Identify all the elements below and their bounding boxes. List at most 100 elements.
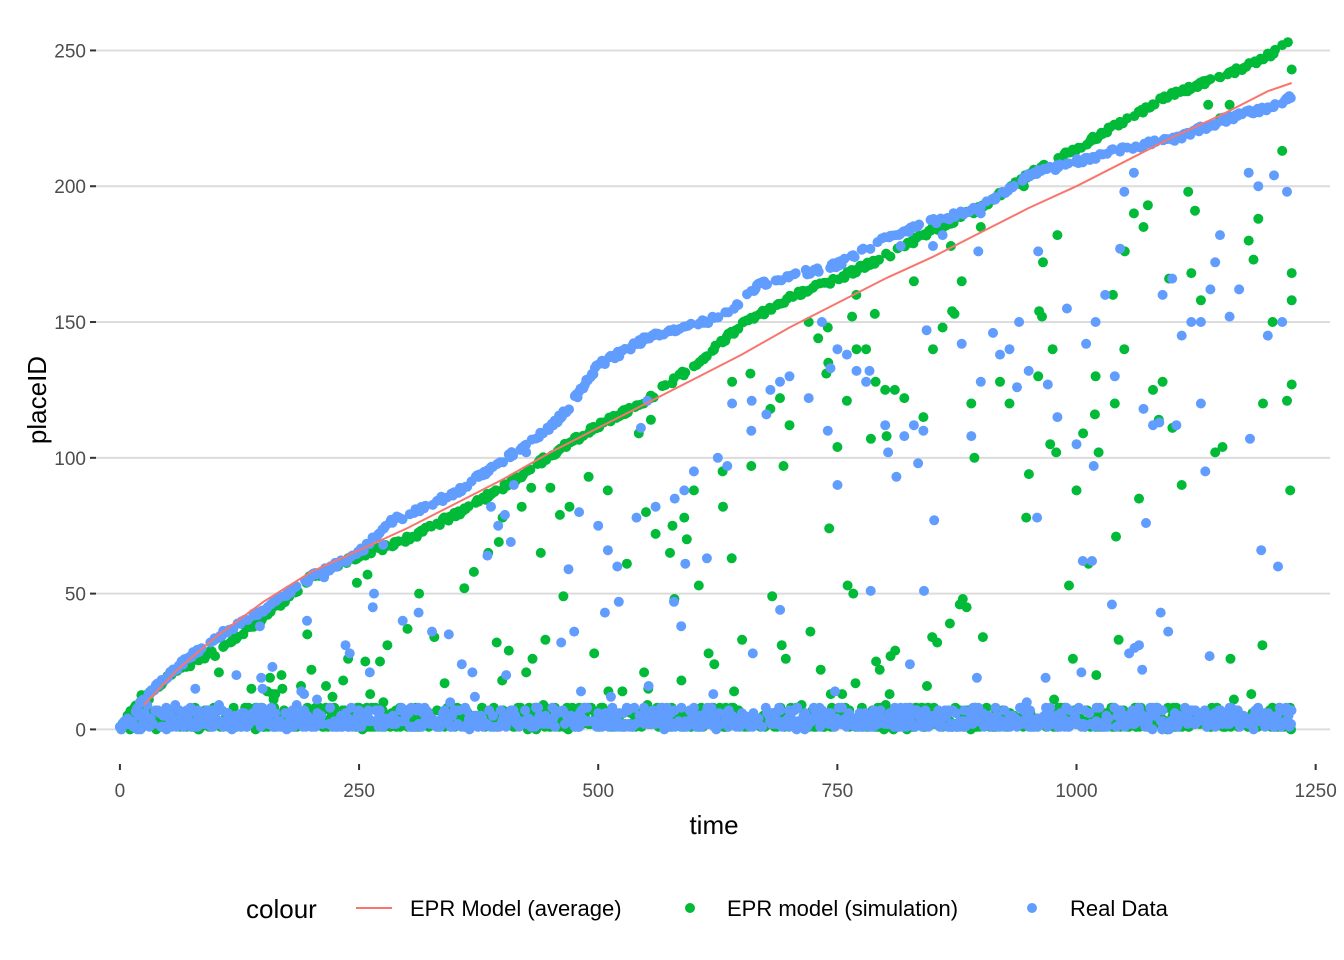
simulation-point bbox=[1258, 398, 1268, 409]
simulation-point bbox=[650, 528, 661, 539]
real-data-point bbox=[613, 596, 624, 607]
real-data-point bbox=[1163, 626, 1174, 637]
real-data-point bbox=[493, 520, 504, 531]
real-data-point bbox=[757, 721, 768, 732]
simulation-point bbox=[922, 681, 932, 691]
real-data-point bbox=[576, 686, 586, 697]
simulation-point bbox=[545, 482, 556, 493]
simulation-point bbox=[270, 689, 281, 700]
real-data-point bbox=[803, 393, 814, 404]
y-tick-label: 250 bbox=[54, 41, 86, 62]
real-data-point bbox=[686, 318, 696, 329]
x-tick-label: 1000 bbox=[1055, 781, 1097, 802]
average-line bbox=[143, 82, 1293, 706]
simulation-point bbox=[884, 689, 895, 700]
simulation-point bbox=[1071, 485, 1082, 496]
simulation-point bbox=[977, 632, 988, 643]
real-data-point bbox=[1045, 702, 1056, 713]
real-data-point bbox=[161, 702, 172, 713]
simulation-point bbox=[681, 534, 692, 545]
simulation-point bbox=[491, 637, 502, 648]
line-layer bbox=[143, 82, 1293, 706]
simulation-point bbox=[1142, 200, 1153, 211]
simulation-point bbox=[1286, 64, 1297, 75]
simulation-point bbox=[815, 664, 826, 675]
simulation-point bbox=[351, 577, 362, 588]
simulation-point bbox=[617, 686, 628, 697]
y-tick-label: 150 bbox=[54, 313, 86, 334]
real-data-point bbox=[439, 705, 450, 716]
simulation-point bbox=[688, 485, 699, 496]
real-data-point bbox=[1071, 439, 1082, 450]
real-data-point bbox=[1012, 382, 1022, 393]
simulation-point bbox=[439, 678, 450, 689]
simulation-point bbox=[362, 569, 373, 580]
real-data-point bbox=[1157, 705, 1168, 716]
legend-label-real-data: Real Data bbox=[1070, 896, 1169, 921]
x-axis-title: time bbox=[689, 810, 738, 840]
real-data-point bbox=[1270, 99, 1280, 110]
real-data-point bbox=[832, 344, 843, 355]
real-data-point bbox=[880, 420, 891, 431]
simulation-point bbox=[776, 640, 787, 651]
simulation-point bbox=[881, 431, 892, 442]
real-data-point bbox=[316, 710, 327, 721]
y-tick-label: 100 bbox=[54, 449, 86, 470]
real-data-point bbox=[190, 683, 201, 694]
real-data-point bbox=[908, 420, 919, 431]
real-data-point bbox=[746, 425, 757, 436]
real-data-point bbox=[1286, 719, 1296, 729]
legend-label-simulation: EPR model (simulation) bbox=[727, 896, 958, 921]
real-data-point bbox=[1081, 338, 1092, 349]
simulation-point bbox=[1093, 447, 1104, 458]
simulation-point bbox=[890, 645, 901, 656]
real-data-point bbox=[1262, 330, 1273, 341]
real-data-point bbox=[875, 705, 886, 716]
real-data-point bbox=[302, 615, 312, 626]
real-data-point bbox=[605, 691, 616, 702]
simulation-point bbox=[861, 344, 872, 355]
real-data-point bbox=[765, 384, 776, 395]
simulation-point bbox=[639, 667, 650, 678]
real-data-point bbox=[669, 596, 679, 607]
simulation-point bbox=[947, 306, 958, 317]
real-data-point bbox=[174, 705, 185, 716]
simulation-point bbox=[1148, 384, 1158, 395]
real-data-point bbox=[676, 621, 687, 632]
simulation-point bbox=[321, 681, 331, 691]
simulation-point bbox=[1033, 371, 1044, 382]
simulation-point bbox=[338, 675, 349, 686]
simulation-point bbox=[493, 537, 504, 547]
real-data-point bbox=[761, 409, 772, 420]
real-data-point bbox=[1157, 289, 1168, 300]
real-data-point bbox=[369, 588, 379, 599]
simulation-point bbox=[679, 512, 690, 523]
simulation-point bbox=[1111, 531, 1121, 542]
axes-layer: 0 50 100 150 200 250 0 250 500 750 1000 1250 bbox=[54, 41, 1336, 802]
simulation-point bbox=[1195, 295, 1206, 306]
real-data-point bbox=[599, 607, 610, 618]
real-data-point bbox=[254, 621, 265, 632]
simulation-point bbox=[737, 634, 748, 645]
simulation-point bbox=[841, 395, 852, 406]
simulation-point bbox=[871, 656, 882, 667]
real-data-point bbox=[1014, 317, 1025, 327]
simulation-point bbox=[516, 501, 527, 512]
simulation-point bbox=[966, 398, 977, 409]
simulation-point bbox=[1277, 145, 1288, 156]
real-data-point bbox=[688, 466, 699, 477]
real-data-point bbox=[708, 689, 719, 700]
real-data-point bbox=[950, 708, 961, 719]
real-data-point bbox=[363, 705, 374, 716]
real-data-point bbox=[669, 493, 680, 504]
real-data-point bbox=[937, 230, 948, 241]
simulation-point bbox=[540, 634, 551, 645]
real-data-point bbox=[1200, 466, 1211, 477]
simulation-point bbox=[693, 580, 704, 591]
x-tick-label: 250 bbox=[343, 781, 375, 802]
real-data-point bbox=[639, 702, 649, 713]
real-data-point bbox=[505, 537, 516, 547]
simulation-point bbox=[602, 485, 613, 496]
simulation-point bbox=[521, 667, 532, 678]
